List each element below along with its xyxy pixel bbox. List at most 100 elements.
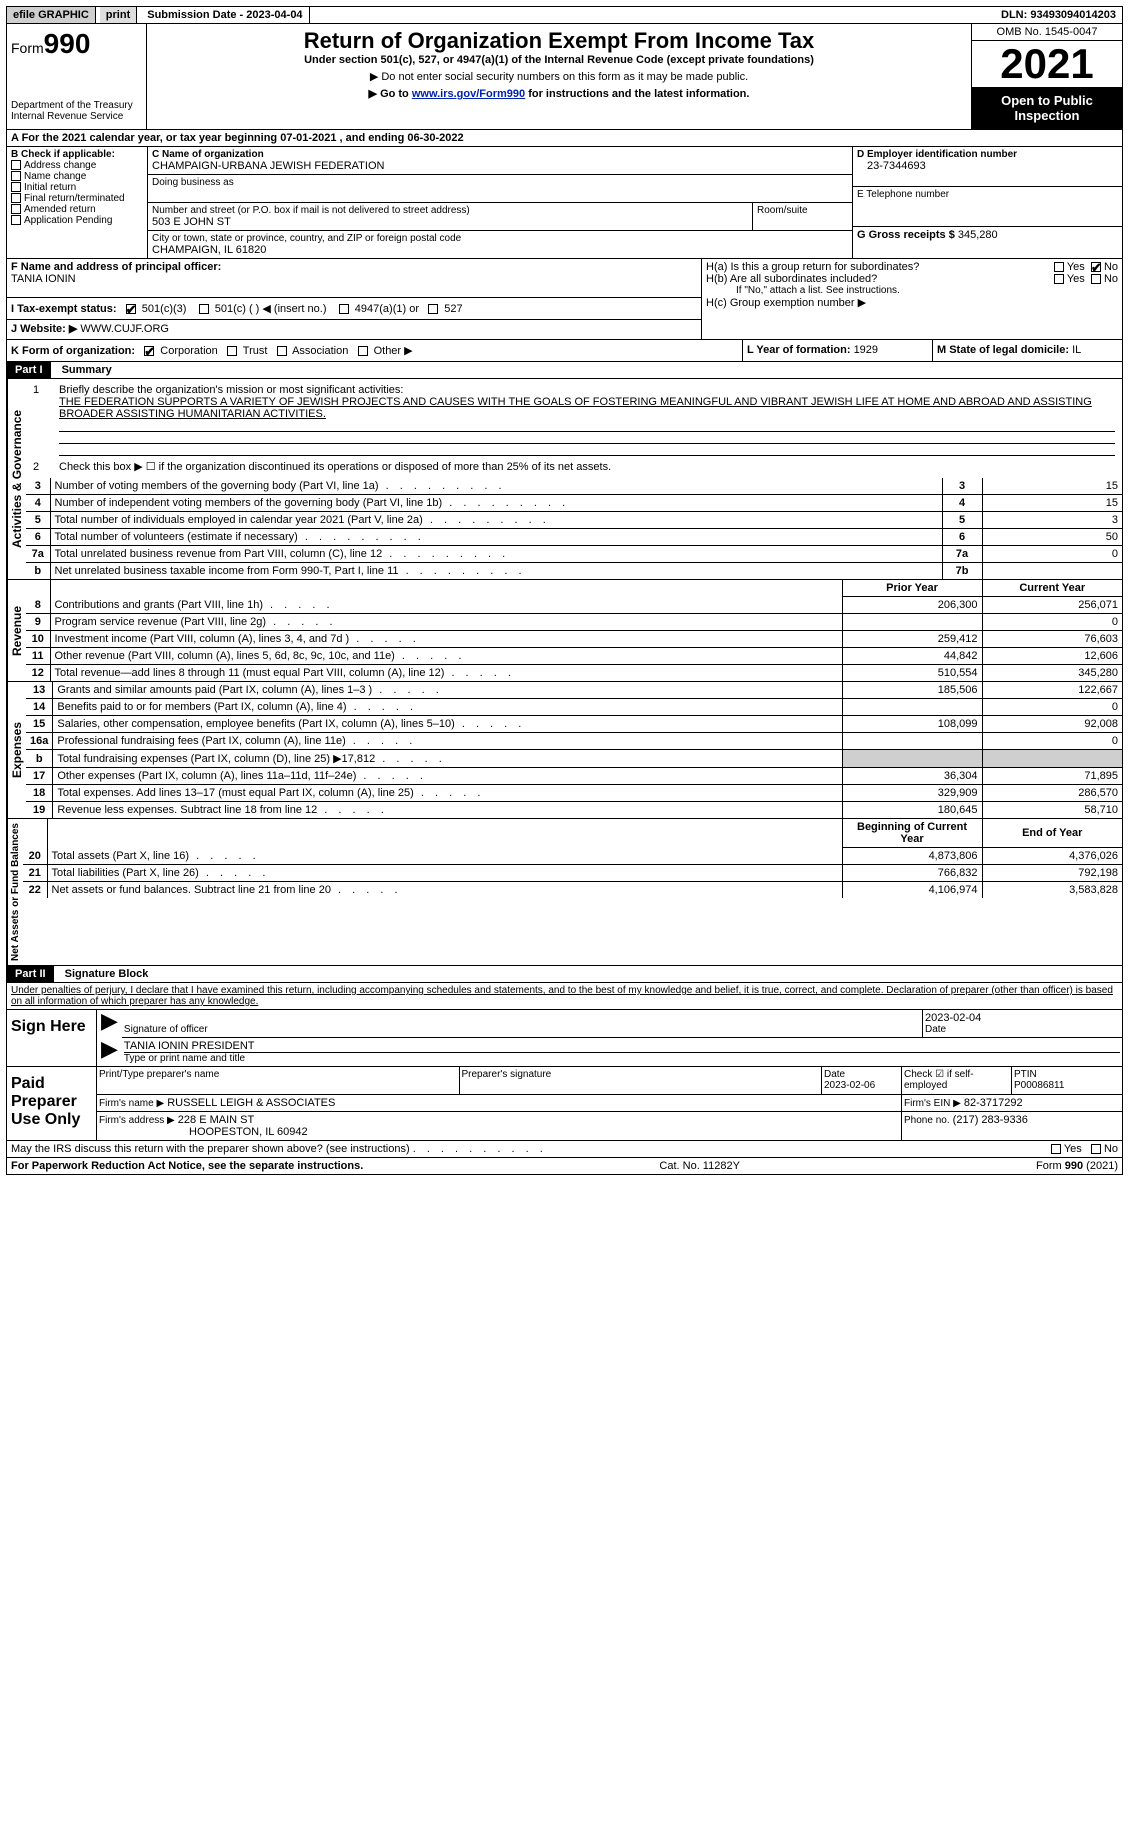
street-address: 503 E JOHN ST <box>152 216 748 228</box>
side-label-expenses: Expenses <box>7 682 26 818</box>
checkbox-final[interactable] <box>11 193 21 203</box>
line1-mission: THE FEDERATION SUPPORTS A VARIETY OF JEW… <box>59 396 1115 420</box>
firm-address-1: 228 E MAIN ST <box>178 1114 254 1126</box>
checkbox-name-change[interactable] <box>11 171 21 181</box>
table-row: 14Benefits paid to or for members (Part … <box>26 699 1122 716</box>
declaration: Under penalties of perjury, I declare th… <box>6 983 1123 1010</box>
footer-center: Cat. No. 11282Y <box>659 1160 740 1172</box>
table-row: 20Total assets (Part X, line 16) . . . .… <box>23 848 1122 865</box>
line-hc: H(c) Group exemption number ▶ <box>706 296 1118 309</box>
dept-treasury: Department of the Treasury <box>11 100 142 111</box>
ein: 23-7344693 <box>857 160 1118 172</box>
checkbox-ha-no[interactable] <box>1091 262 1101 272</box>
table-row: 17Other expenses (Part IX, column (A), l… <box>26 768 1122 785</box>
principal-officer: TANIA IONIN <box>11 273 697 285</box>
col-end-year: End of Year <box>982 819 1122 848</box>
table-row: 18Total expenses. Add lines 13–17 (must … <box>26 785 1122 802</box>
footer-left: For Paperwork Reduction Act Notice, see … <box>11 1160 363 1172</box>
open-inspection: Open to Public Inspection <box>972 87 1122 129</box>
part1-bar: Part I <box>7 362 51 378</box>
prep-name-label: Print/Type preparer's name <box>99 1069 457 1080</box>
checkbox-other[interactable] <box>358 346 368 356</box>
footer-right: Form 990 (2021) <box>1036 1160 1118 1172</box>
phone-label: E Telephone number <box>857 189 1118 200</box>
section-d: D Employer identification number 23-7344… <box>852 147 1122 258</box>
form-subtitle-1: Under section 501(c), 527, or 4947(a)(1)… <box>151 54 967 66</box>
hb-note: If "No," attach a list. See instructions… <box>706 285 1118 296</box>
checkbox-501c[interactable] <box>199 304 209 314</box>
revenue-table: Prior Year Current Year 8Contributions a… <box>26 580 1122 681</box>
checkbox-app-pending[interactable] <box>11 215 21 225</box>
table-row: 21Total liabilities (Part X, line 26) . … <box>23 865 1122 882</box>
table-row: 9Program service revenue (Part VIII, lin… <box>26 614 1122 631</box>
table-row: 6Total number of volunteers (estimate if… <box>26 529 1122 546</box>
checkbox-527[interactable] <box>428 304 438 314</box>
checkbox-ha-yes[interactable] <box>1054 262 1064 272</box>
table-row: 15Salaries, other compensation, employee… <box>26 716 1122 733</box>
table-row: bNet unrelated business taxable income f… <box>26 563 1122 580</box>
tax-year: 2021 <box>972 41 1122 87</box>
prep-date: 2023-02-06 <box>824 1080 899 1091</box>
checkbox-assoc[interactable] <box>277 346 287 356</box>
irs-link[interactable]: www.irs.gov/Form990 <box>412 88 525 100</box>
side-label-netassets: Net Assets or Fund Balances <box>7 819 23 965</box>
line-i: I Tax-exempt status: 501(c)(3) 501(c) ( … <box>11 298 697 319</box>
checkbox-4947[interactable] <box>339 304 349 314</box>
table-row: 8Contributions and grants (Part VIII, li… <box>26 597 1122 614</box>
form-subtitle-3: ▶ Go to www.irs.gov/Form990 for instruct… <box>151 87 967 100</box>
checkbox-trust[interactable] <box>227 346 237 356</box>
checkbox-amended[interactable] <box>11 204 21 214</box>
section-c: C Name of organization CHAMPAIGN-URBANA … <box>147 147 852 258</box>
side-label-revenue: Revenue <box>7 580 26 681</box>
city-state-zip: CHAMPAIGN, IL 61820 <box>152 244 848 256</box>
table-row: 5Total number of individuals employed in… <box>26 512 1122 529</box>
line-k: K Form of organization: Corporation Trus… <box>7 340 742 361</box>
checkbox-discuss-no[interactable] <box>1091 1144 1101 1154</box>
table-row: 4Number of independent voting members of… <box>26 495 1122 512</box>
table-row: 10Investment income (Part VIII, column (… <box>26 631 1122 648</box>
section-b: B Check if applicable: Address change Na… <box>7 147 147 258</box>
form-number: Form990 <box>11 28 142 60</box>
may-discuss-row: May the IRS discuss this return with the… <box>6 1141 1123 1158</box>
side-label-governance: Activities & Governance <box>7 379 26 579</box>
checkbox-initial[interactable] <box>11 182 21 192</box>
form-header: Form990 Department of the Treasury Inter… <box>6 24 1123 130</box>
netassets-table: Beginning of Current Year End of Year 20… <box>23 819 1122 898</box>
line-j: J Website: ▶ WWW.CUJF.ORG <box>11 320 697 337</box>
table-row: 12Total revenue—add lines 8 through 11 (… <box>26 665 1122 682</box>
room-suite-label: Room/suite <box>757 205 848 216</box>
checkbox-addr-change[interactable] <box>11 160 21 170</box>
firm-ein: 82-3717292 <box>964 1097 1023 1109</box>
check-self-employed: Check ☑ if self-employed <box>902 1067 1012 1094</box>
omb-number: OMB No. 1545-0047 <box>972 24 1122 41</box>
print-button[interactable]: print <box>100 7 137 23</box>
arrow-icon-2: ▶ <box>97 1038 122 1066</box>
paid-preparer-label: Paid Preparer Use Only <box>7 1067 97 1140</box>
governance-table: 3Number of voting members of the governi… <box>26 478 1122 579</box>
part2-bar: Part II <box>7 966 54 982</box>
line2: Check this box ▶ ☐ if the organization d… <box>58 459 1116 474</box>
checkbox-hb-yes[interactable] <box>1054 274 1064 284</box>
sig-date: 2023-02-04 <box>925 1012 1120 1024</box>
checkbox-hb-no[interactable] <box>1091 274 1101 284</box>
checkbox-501c3[interactable] <box>126 304 136 314</box>
line1-label: Briefly describe the organization's miss… <box>59 384 1115 396</box>
form-subtitle-2: ▶ Do not enter social security numbers o… <box>151 70 967 83</box>
table-row: 16aProfessional fundraising fees (Part I… <box>26 733 1122 750</box>
org-name: CHAMPAIGN-URBANA JEWISH FEDERATION <box>152 160 848 172</box>
line-ha: H(a) Is this a group return for subordin… <box>706 261 1118 273</box>
firm-address-2: HOOPESTON, IL 60942 <box>99 1126 899 1138</box>
sign-here-label: Sign Here <box>7 1010 97 1066</box>
arrow-icon: ▶ <box>97 1010 122 1038</box>
top-bar: efile GRAPHIC print Submission Date - 20… <box>6 6 1123 24</box>
table-row: bTotal fundraising expenses (Part IX, co… <box>26 750 1122 768</box>
submission-date: Submission Date - 2023-04-04 <box>141 7 309 23</box>
part2-title: Signature Block <box>57 966 157 982</box>
dln: DLN: 93493094014203 <box>995 7 1122 23</box>
table-row: 3Number of voting members of the governi… <box>26 478 1122 495</box>
form-title: Return of Organization Exempt From Incom… <box>151 28 967 54</box>
checkbox-discuss-yes[interactable] <box>1051 1144 1061 1154</box>
part1-title: Summary <box>54 362 120 378</box>
col-begin-year: Beginning of Current Year <box>842 819 982 848</box>
checkbox-corp[interactable] <box>144 346 154 356</box>
